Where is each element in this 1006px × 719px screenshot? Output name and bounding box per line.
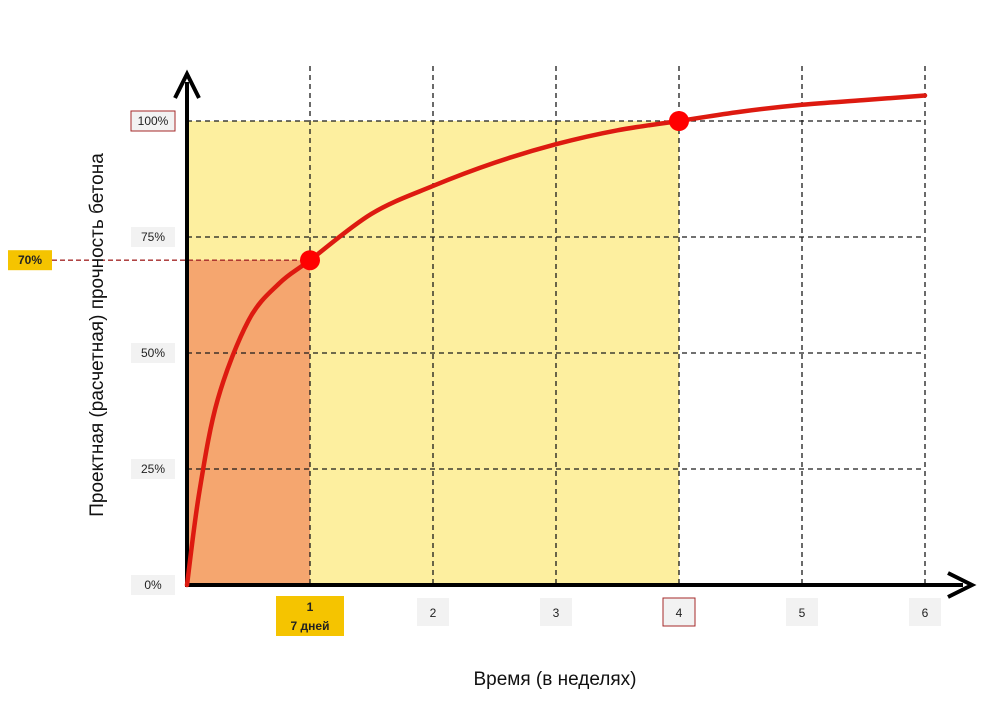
tick-labels: 0% 25% 50% 75% 100% 70% 1 7 дней 2 3 4 5 6: [8, 110, 941, 636]
y-tick-box-0: [131, 575, 175, 595]
y-axis-arrow: [173, 69, 201, 99]
x-axis-title: Время (в неделях): [473, 669, 636, 690]
y-tick-box-75: [131, 227, 175, 247]
highlight-point-1: [300, 250, 320, 271]
x-tick-sublabel: 7 дней: [291, 619, 330, 633]
grid-lines: [52, 66, 926, 585]
axes: [173, 69, 977, 599]
highlight-point-4: [669, 111, 689, 131]
x-tick-box-2: [417, 598, 449, 626]
x-tick-label-4: 4: [676, 606, 683, 620]
x-tick-label-5: 5: [799, 606, 806, 620]
y-tick-label-100: 100%: [138, 114, 169, 128]
y-tick-label-50: 50%: [141, 346, 165, 360]
y-highlight-label: 70%: [18, 253, 42, 267]
y-tick-box-100: [130, 110, 176, 132]
x-tick-label-6: 6: [922, 606, 929, 620]
y-tick-label-0: 0%: [144, 578, 162, 592]
x-tick-box-4: [662, 597, 696, 627]
x-axis-arrow: [947, 571, 977, 599]
x-tick-label-1: 1: [307, 600, 314, 614]
y-tick-label-25: 25%: [141, 462, 165, 476]
series-layer: [184, 93, 928, 588]
y-highlight-badge: [8, 250, 52, 271]
y-tick-label-75: 75%: [141, 230, 165, 244]
series-line-1: [184, 93, 928, 588]
x-tick-label-2: 2: [430, 606, 437, 620]
x-tick-badge-1: [276, 596, 344, 636]
x-tick-box-6: [909, 598, 941, 626]
shaded-region-2: [187, 260, 310, 585]
y-tick-box-25: [131, 459, 175, 479]
x-tick-box-3: [540, 598, 572, 626]
y-tick-box-50: [131, 343, 175, 363]
y-axis-title: Проектная (расчетная) прочность бетона: [87, 153, 108, 517]
x-tick-label-3: 3: [553, 606, 560, 620]
x-tick-box-5: [786, 598, 818, 626]
